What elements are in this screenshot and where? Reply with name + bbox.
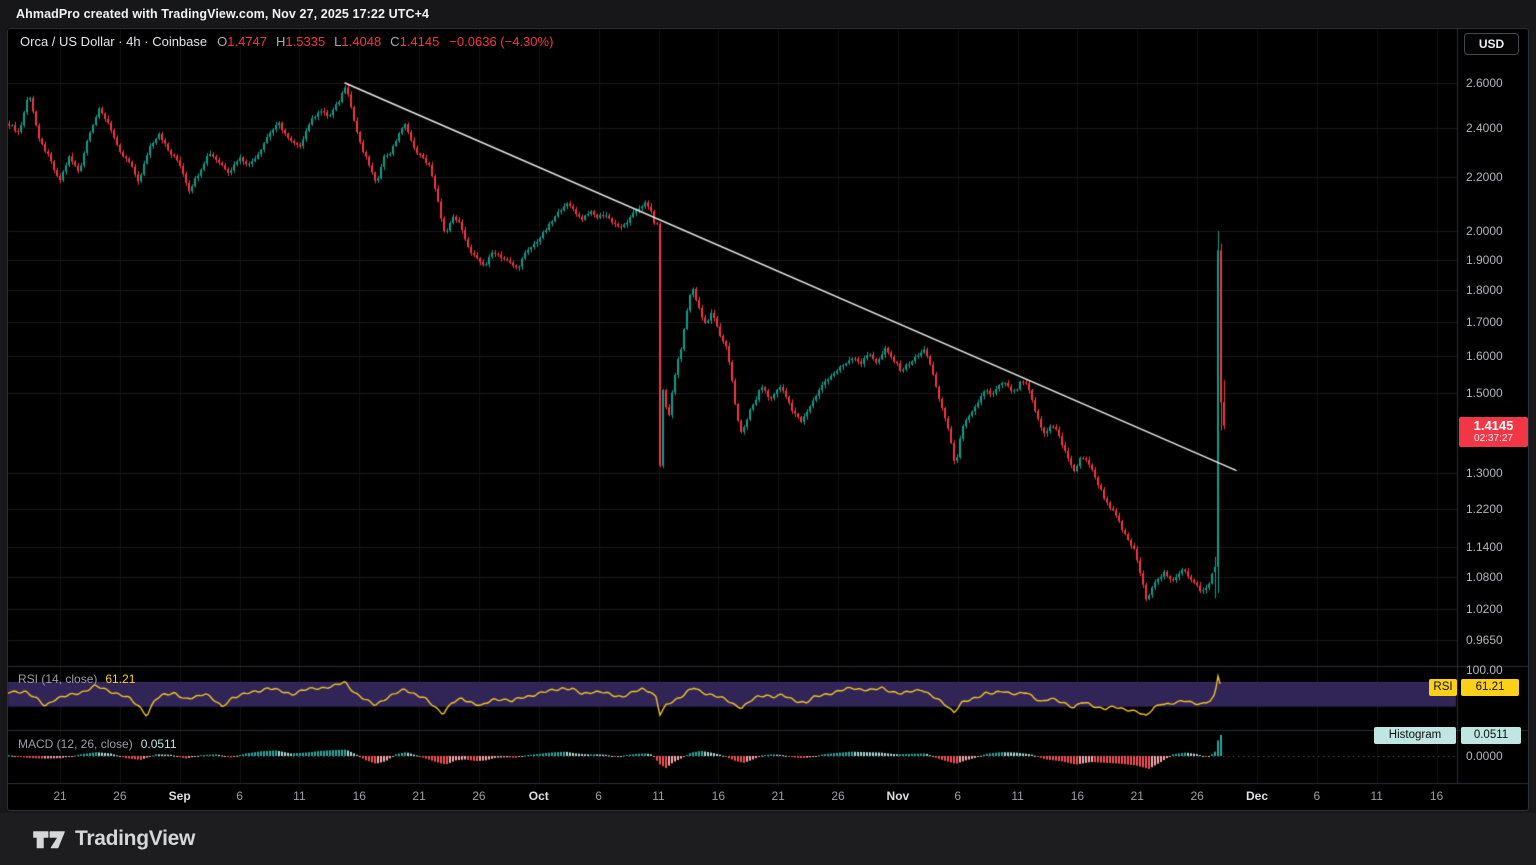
time-axis-label: 21	[412, 789, 426, 803]
price-axis-label: 1.0800	[1466, 570, 1503, 585]
macd-value: 0.0511	[140, 737, 177, 751]
symbol-legend: Orca / US Dollar · 4h · Coinbase O1.4747…	[20, 34, 553, 49]
time-axis-label: 11	[293, 789, 306, 803]
price-change: −0.0636 (−4.30%)	[449, 34, 554, 49]
time-axis-label: Sep	[168, 789, 191, 803]
rsi-value-badge: 61.21	[1461, 679, 1519, 696]
rsi-value: 61.21	[105, 672, 136, 686]
price-axis-label: 2.4000	[1466, 121, 1503, 136]
price-axis-label: 1.8000	[1466, 283, 1503, 298]
time-axis-label: 16	[1070, 789, 1085, 803]
bar-countdown: 02:37:27	[1474, 432, 1513, 444]
last-price-badge: 1.4145 02:37:27	[1459, 416, 1528, 447]
time-axis-label: Dec	[1245, 789, 1269, 803]
price-axis-label: 1.3000	[1466, 465, 1503, 480]
tradingview-brand: TradingView	[75, 827, 196, 850]
price-axis-label: 1.7000	[1466, 315, 1503, 330]
time-axis-label: 16	[711, 789, 726, 803]
time-axis-label: 21	[53, 789, 67, 803]
time-axis-label: 26	[1190, 789, 1204, 803]
price-axis-label: 2.2000	[1466, 170, 1503, 185]
price-axis-label: 1.0200	[1466, 602, 1503, 617]
bottom-toolbar: TradingView	[0, 813, 1536, 865]
ohlc-item-l: L1.4048	[334, 34, 382, 49]
last-price-value: 1.4145	[1473, 417, 1514, 433]
price-axis-label: 1.9000	[1466, 252, 1503, 267]
time-axis-label: 6	[1313, 789, 1321, 803]
symbol-title[interactable]: Orca / US Dollar · 4h · Coinbase	[20, 34, 208, 49]
time-axis-label: 26	[113, 789, 127, 803]
time-axis-label: Nov	[886, 789, 910, 803]
price-axis-label: 2.6000	[1466, 76, 1503, 91]
time-axis-label: 11	[652, 789, 665, 803]
macd-title[interactable]: MACD (12, 26, close)	[18, 737, 133, 751]
time-axis-label: 21	[771, 789, 785, 803]
rsi-scale-top-label: 100.00	[1466, 663, 1503, 677]
time-axis-label: 6	[954, 789, 962, 803]
time-axis-label: 21	[1130, 789, 1144, 803]
rsi-badge: RSI	[1429, 679, 1457, 696]
rsi-title[interactable]: RSI (14, close)	[18, 672, 98, 686]
ohlc-values: O1.4747 H1.5335 L1.4048 C1.4145	[217, 34, 439, 49]
time-axis-label: 6	[236, 789, 243, 803]
rsi-pane-title: RSI (14, close) 61.21	[18, 672, 135, 686]
ohlc-item-c: C1.4145	[390, 34, 440, 49]
time-axis-label: 26	[831, 789, 845, 803]
macd-zero-label: 0.0000	[1466, 749, 1503, 763]
price-axis-label: 0.9650	[1466, 633, 1503, 648]
time-axis-label: 26	[472, 789, 486, 803]
ohlc-item-h: H1.5335	[276, 34, 326, 49]
time-axis-label: 16	[1429, 789, 1444, 803]
macd-pane-title: MACD (12, 26, close) 0.0511	[18, 737, 177, 751]
time-axis-label: Oct	[528, 789, 549, 803]
histogram-value-badge: 0.0511	[1461, 727, 1521, 744]
currency-toggle-button[interactable]: USD	[1464, 33, 1519, 55]
screenshot-caption: AhmadPro created with TradingView.com, N…	[16, 7, 430, 21]
price-axis-label: 1.1400	[1466, 539, 1503, 554]
time-axis-label: 6	[595, 789, 602, 803]
histogram-badge: Histogram	[1374, 727, 1456, 744]
time-axis-label: 11	[1370, 789, 1383, 803]
price-axis-label: 1.5000	[1466, 385, 1503, 400]
price-axis-label: 1.2200	[1466, 501, 1503, 516]
tradingview-logo[interactable]: TradingView	[32, 827, 195, 852]
ohlc-item-o: O1.4747	[217, 34, 268, 49]
time-axis-label: 11	[1011, 789, 1024, 803]
price-axis-label: 1.6000	[1466, 349, 1503, 364]
tradingview-logo-icon	[33, 830, 65, 848]
price-axis-label: 2.0000	[1466, 223, 1503, 238]
time-axis-label: 16	[352, 789, 366, 803]
